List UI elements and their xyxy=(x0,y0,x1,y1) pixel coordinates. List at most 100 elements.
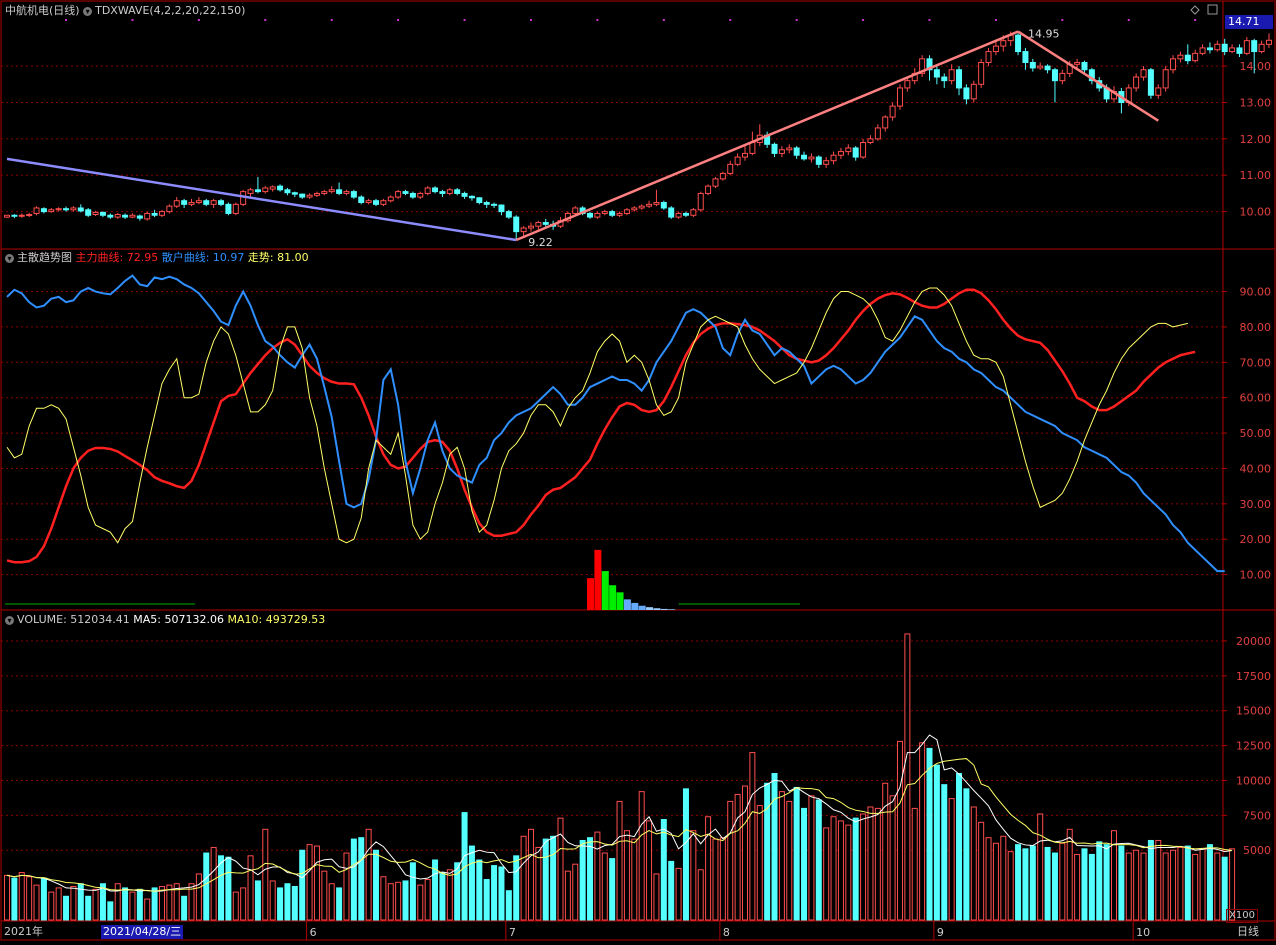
histogram-bar xyxy=(638,605,646,610)
volume-bar xyxy=(1037,813,1044,921)
candle-body xyxy=(712,178,719,187)
candle-body xyxy=(114,214,121,218)
histogram-bar xyxy=(616,592,624,610)
y-tick-label: 12.00 xyxy=(1240,133,1272,146)
candle-body xyxy=(203,200,210,205)
candle-body xyxy=(1044,65,1051,71)
candle-body xyxy=(1221,43,1228,53)
series-line-trend xyxy=(6,287,1188,544)
signal-dot xyxy=(131,19,134,21)
candle-body xyxy=(801,154,808,160)
y-tick-label: 11.00 xyxy=(1240,169,1272,182)
volume-bar xyxy=(151,887,158,921)
indicator-panel-header: ▾ 主散趋势图 主力曲线: 72.95 散户曲线: 10.97 走势: 81.00 xyxy=(5,251,309,265)
candle-body xyxy=(1206,47,1213,51)
candle-body xyxy=(336,189,343,194)
ma5-value: 507132.06 xyxy=(164,613,224,626)
volume-bar xyxy=(690,830,697,921)
volume-bar xyxy=(446,869,453,921)
volume-bar xyxy=(195,873,202,921)
volume-bar xyxy=(432,859,439,921)
candle-body xyxy=(306,194,313,198)
candle-body xyxy=(1059,72,1066,82)
candle-body xyxy=(527,225,534,229)
histogram-bar xyxy=(653,608,661,610)
volume-bar xyxy=(1081,848,1088,921)
candle-body xyxy=(823,160,830,165)
candle-body xyxy=(107,214,114,218)
candle-body xyxy=(1243,40,1250,54)
volume-bar xyxy=(491,865,498,921)
candle-body xyxy=(1184,54,1191,62)
volume-bar xyxy=(1170,849,1177,921)
volume-bar xyxy=(623,830,630,921)
stock-name: 中航机电 xyxy=(5,4,49,17)
volume-bar xyxy=(896,740,903,921)
y-tick-label: 10000 xyxy=(1236,774,1271,787)
volume-bar xyxy=(572,863,579,921)
candle-body xyxy=(33,207,40,214)
volume-bar xyxy=(336,887,343,921)
volume-bar xyxy=(203,852,210,921)
histogram-bar xyxy=(594,549,602,610)
candle-body xyxy=(1214,43,1221,51)
volume-bar xyxy=(1221,856,1228,921)
volume-bar xyxy=(535,846,542,921)
candle-body xyxy=(1199,47,1206,54)
candle-body xyxy=(904,80,911,89)
volume-bar xyxy=(262,828,269,921)
volume-bar xyxy=(823,827,830,921)
candle-body xyxy=(454,189,461,194)
volume-ma5-line xyxy=(6,734,1233,892)
candle-body xyxy=(432,187,439,193)
volume-bar xyxy=(882,782,889,921)
candle-body xyxy=(225,203,232,214)
candle-body xyxy=(616,212,623,216)
candle-body xyxy=(874,127,881,140)
volume-bar xyxy=(439,872,446,921)
volume-bar xyxy=(1000,835,1007,921)
candle-body xyxy=(992,45,999,53)
candle-body xyxy=(646,203,653,207)
candle-body xyxy=(956,69,963,89)
volume-bar xyxy=(321,870,328,921)
chevron-down-icon[interactable]: ▾ xyxy=(83,6,93,16)
volume-bar xyxy=(1140,852,1147,921)
volume-bar xyxy=(587,837,594,921)
month-label: 10 xyxy=(1136,926,1150,939)
volume-bar xyxy=(808,795,815,921)
candle-body xyxy=(402,191,409,194)
candle-body xyxy=(1177,54,1184,60)
candle-body xyxy=(1037,65,1044,69)
candle-body xyxy=(749,142,756,154)
candle-body xyxy=(210,200,217,205)
candle-body xyxy=(623,209,630,214)
volume-bar xyxy=(793,786,800,921)
candle-body xyxy=(136,215,143,219)
candle-body xyxy=(373,200,379,205)
candle-body xyxy=(742,152,748,158)
volume-bar xyxy=(225,856,232,921)
volume-bar xyxy=(365,828,372,921)
last-price-tag: 14.71 xyxy=(1225,15,1273,29)
candle-body xyxy=(815,156,822,165)
candle-body xyxy=(343,191,350,194)
volume-bar xyxy=(933,764,940,921)
candle-body xyxy=(690,209,697,216)
chevron-down-icon[interactable]: ▾ xyxy=(5,615,14,625)
y-tick-label: 14.00 xyxy=(1240,60,1272,73)
volume-bar xyxy=(527,828,534,921)
volume-bar xyxy=(719,837,726,921)
volume-bar xyxy=(291,886,298,921)
volume-bar xyxy=(756,805,763,921)
volume-bar xyxy=(4,874,10,921)
chevron-down-icon[interactable]: ▾ xyxy=(5,253,14,263)
candle-body xyxy=(468,195,475,199)
candle-body xyxy=(889,105,896,118)
volume-bar xyxy=(675,867,682,921)
volume-bar xyxy=(837,820,844,921)
volume-bar xyxy=(144,898,151,921)
volume-bar xyxy=(284,883,291,921)
main-curve-value: 72.95 xyxy=(126,251,159,264)
